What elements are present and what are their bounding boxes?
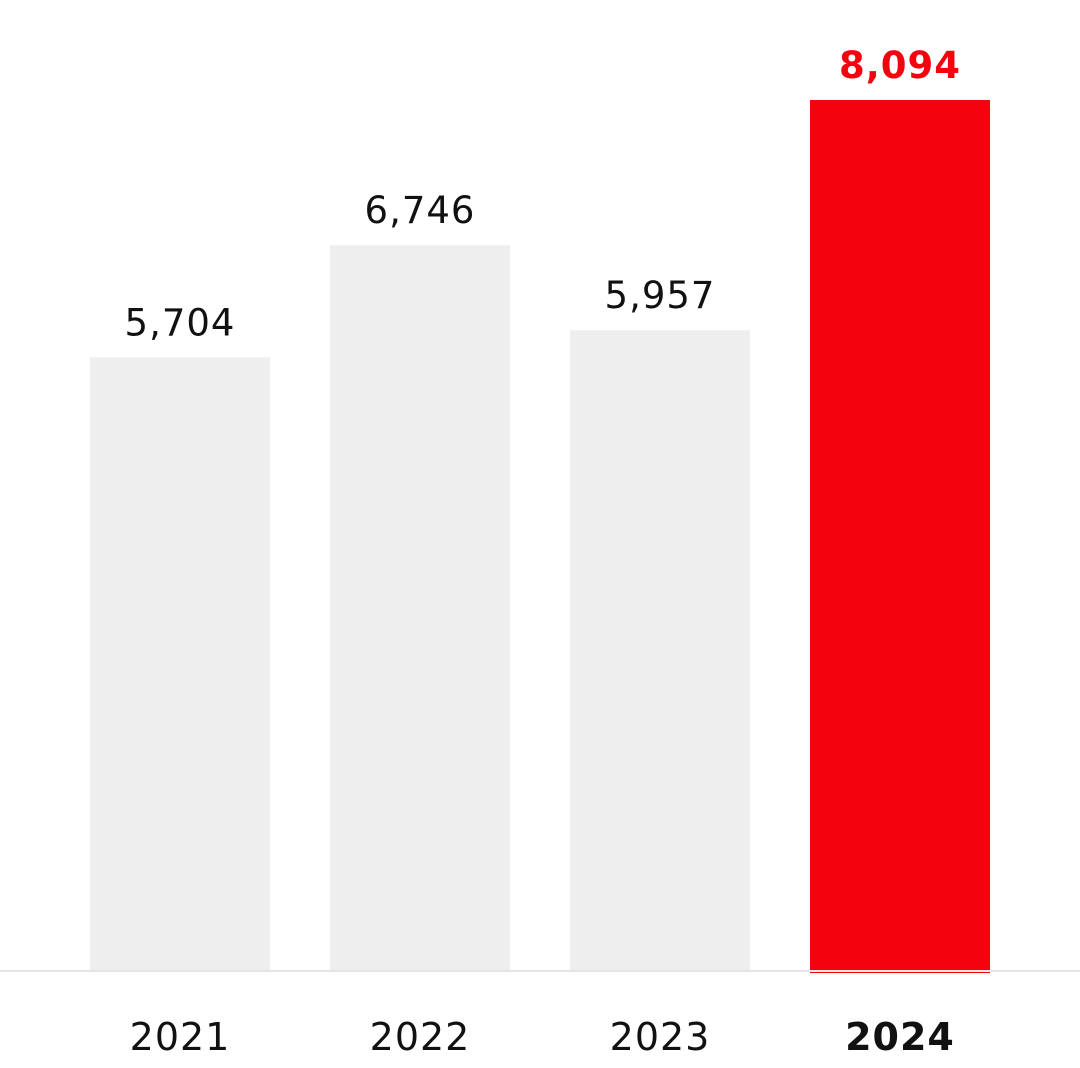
x-tick-label-2024: 2024 [845, 1015, 955, 1059]
bar-2024 [810, 99, 990, 974]
x-tick-labels-group: 2021 2022 2023 2024 [130, 1015, 955, 1059]
bars-group [90, 99, 990, 974]
value-label-2021: 5,704 [125, 301, 236, 344]
x-tick-label-2023: 2023 [610, 1015, 711, 1059]
bar-2023 [570, 330, 750, 970]
x-tick-label-2022: 2022 [370, 1015, 471, 1059]
value-label-2022: 6,746 [365, 189, 476, 232]
value-label-2024: 8,094 [839, 44, 961, 87]
bar-2022 [330, 245, 510, 971]
value-label-2023: 5,957 [605, 274, 716, 317]
x-tick-label-2021: 2021 [130, 1015, 231, 1059]
bar-2021 [90, 357, 270, 970]
value-labels-group: 5,704 6,746 5,957 8,094 [125, 44, 961, 344]
